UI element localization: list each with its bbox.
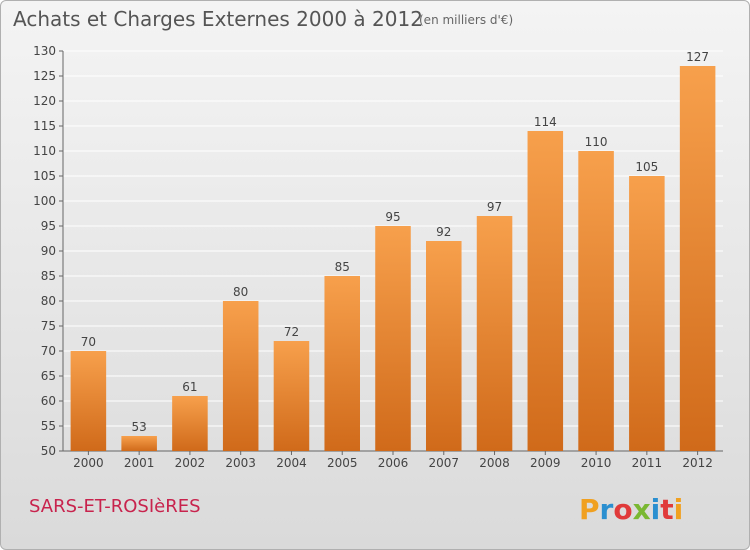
y-tick-label: 50 (41, 444, 56, 458)
y-tick-label: 100 (33, 194, 56, 208)
x-tick-label: 2000 (73, 456, 104, 470)
bar-value-label: 95 (385, 210, 400, 224)
x-tick-label: 2009 (530, 456, 561, 470)
bar-2002 (172, 396, 208, 451)
chart-subtitle: (en milliers d'€) (419, 13, 514, 27)
bar-2011 (629, 176, 665, 451)
bar-2000 (70, 351, 107, 451)
logo-letter: x (633, 493, 651, 526)
bar-value-label: 114 (534, 115, 557, 129)
y-tick-label: 80 (41, 294, 56, 308)
label-layer: 70 53 61 80 72 85 95 92 97 114 110 105 127 (81, 50, 709, 434)
y-tick-label: 110 (33, 144, 56, 158)
x-tick-label: 2007 (428, 456, 459, 470)
bar-2003 (222, 301, 259, 451)
bar-value-label: 80 (233, 285, 248, 299)
y-tick-label: 90 (41, 244, 56, 258)
x-tick-label: 2005 (327, 456, 358, 470)
x-tick-label: 2011 (632, 456, 663, 470)
bar-value-label: 127 (686, 50, 709, 64)
bar-2001 (121, 436, 157, 451)
bar-2010 (578, 151, 614, 451)
y-tick-label: 130 (33, 44, 56, 58)
y-tick-label: 105 (33, 169, 56, 183)
bar-2004 (273, 341, 310, 451)
chart-title: Achats et Charges Externes 2000 à 2012 (13, 7, 423, 31)
bar-2007 (426, 241, 462, 451)
y-tick-label: 115 (33, 119, 56, 133)
bar-value-label: 92 (436, 225, 451, 239)
y-tick-label: 75 (41, 319, 56, 333)
y-tick-label: 55 (41, 419, 56, 433)
bar-value-label: 72 (284, 325, 299, 339)
y-tick-label: 65 (41, 369, 56, 383)
bar-value-label: 53 (132, 420, 147, 434)
y-tick-label: 95 (41, 219, 56, 233)
y-tick-label: 70 (41, 344, 56, 358)
x-tick-label: 2010 (581, 456, 612, 470)
commune-name: SARS-ET-ROSIèRES (29, 496, 201, 517)
bar-2008 (476, 216, 513, 451)
bar-value-label: 110 (585, 135, 608, 149)
logo-letter: P (579, 493, 600, 526)
bar-value-label: 85 (335, 260, 350, 274)
x-tick-label: 2002 (175, 456, 206, 470)
bar-2012 (679, 66, 716, 451)
y-tick-label: 60 (41, 394, 56, 408)
bar-2005 (324, 276, 360, 451)
logo-letter: t (660, 493, 673, 526)
x-tick-label: 2001 (124, 456, 155, 470)
bar-2006 (375, 226, 411, 451)
y-tick-label: 85 (41, 269, 56, 283)
logo-letter: r (600, 493, 614, 526)
y-tick-label: 120 (33, 94, 56, 108)
logo-letter: o (613, 493, 632, 526)
x-tick-label: 2006 (378, 456, 409, 470)
x-tick-label: 2003 (225, 456, 256, 470)
x-tick-label: 2008 (479, 456, 510, 470)
bar-layer (70, 66, 716, 451)
bar-value-label: 61 (182, 380, 197, 394)
y-tick-label: 125 (33, 69, 56, 83)
x-tick-label: 2004 (276, 456, 307, 470)
x-tick-label: 2012 (682, 456, 713, 470)
bar-value-label: 105 (635, 160, 658, 174)
proxiti-logo[interactable]: Proxiti (579, 489, 691, 529)
logo-letter: i (651, 493, 661, 526)
bar-value-label: 97 (487, 200, 502, 214)
bar-value-label: 70 (81, 335, 96, 349)
svg-text:Proxiti: Proxiti (579, 493, 683, 526)
bar-2009 (527, 131, 564, 451)
logo-letter: i (674, 493, 684, 526)
